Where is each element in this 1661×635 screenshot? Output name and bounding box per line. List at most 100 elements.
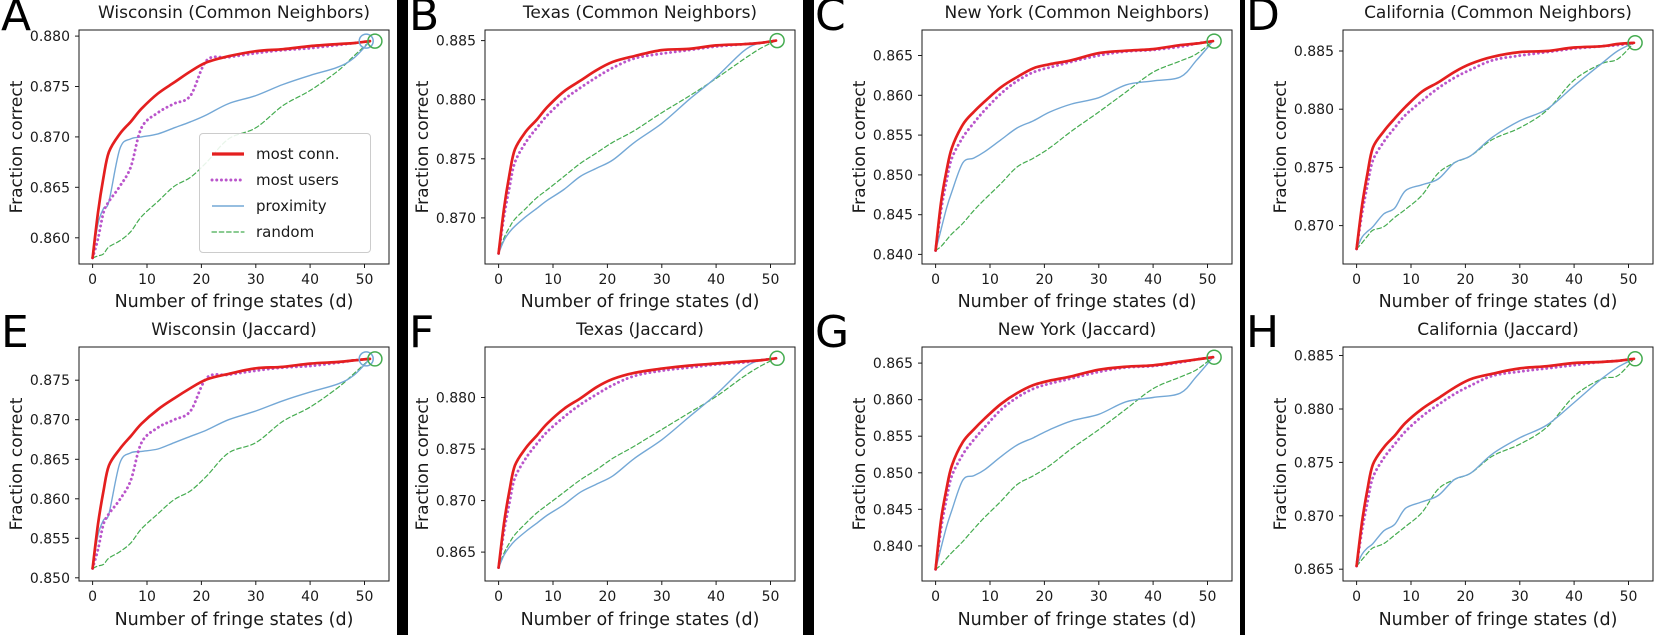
series-most_users-line xyxy=(934,39,1215,252)
panel-e-wisconsin-jaccard: E Wisconsin (Jaccard) Fraction correct 0… xyxy=(0,309,397,635)
panel-letter-b: B xyxy=(409,0,440,41)
x-tick-label: 50 xyxy=(1199,272,1217,288)
y-tick-label: 0.845 xyxy=(873,502,913,518)
x-tick-label: 30 xyxy=(247,589,265,605)
series-random-line xyxy=(498,357,777,569)
x-tick-label: 20 xyxy=(1035,589,1053,605)
x-tick-label: 20 xyxy=(192,272,210,288)
y-tick-label: 0.865 xyxy=(1294,562,1334,578)
y-tick-label: 0.870 xyxy=(30,413,70,429)
x-tick-label: 0 xyxy=(494,272,503,288)
x-tick-label: 30 xyxy=(1090,272,1108,288)
y-tick-label: 0.885 xyxy=(1294,349,1334,365)
divider-bar xyxy=(1240,0,1245,635)
y-tick-label: 0.880 xyxy=(1294,102,1334,118)
series-proximity-line xyxy=(497,39,777,255)
plot-canvas-f: 0 10 20 30 40 50 0.865 0.870 0.875 0.880 xyxy=(436,346,796,605)
y-tick-label: 0.840 xyxy=(873,247,913,263)
plot-canvas-g: 0 10 20 30 40 50 0.840 0.845 0.850 0.855 0.860 0.86… xyxy=(873,346,1233,605)
panel-c-new-york-common-neighbors: C New York (Common Neighbors) Fraction c… xyxy=(814,0,1240,317)
series-proximity-line xyxy=(1355,42,1635,250)
end-marker-random xyxy=(1627,35,1643,51)
plot-title: Texas (Jaccard) xyxy=(576,320,704,340)
x-tick-label: 10 xyxy=(981,589,999,605)
x-tick-label: 30 xyxy=(1090,589,1108,605)
axes-spines xyxy=(921,29,1233,265)
column-new-york: C New York (Common Neighbors) Fraction c… xyxy=(814,0,1240,635)
panel-f-texas-jaccard: F Texas (Jaccard) Fraction correct 0 10 20… xyxy=(408,309,803,635)
x-tick-label: 50 xyxy=(356,589,374,605)
divider-bar xyxy=(397,0,408,635)
series-most_conn-line xyxy=(497,39,778,255)
y-tick-label: 0.885 xyxy=(1294,44,1334,60)
series-most_conn-line xyxy=(91,39,372,260)
x-axis-label: Number of fringe states (d) xyxy=(114,292,354,312)
series-most_users-line xyxy=(1355,357,1636,568)
x-tick-label: 40 xyxy=(1565,272,1583,288)
series-most_conn-line xyxy=(1355,357,1636,568)
legend-item-proximity: proximity xyxy=(210,193,360,219)
series-random-line xyxy=(92,358,371,569)
panel-letter-d: D xyxy=(1246,0,1280,41)
plot-title: Wisconsin (Common Neighbors) xyxy=(97,3,371,23)
plot-canvas-h: 0 10 20 30 40 50 0.865 0.870 0.875 0.880 0.885 xyxy=(1294,346,1654,605)
series-most_users-line xyxy=(91,357,372,570)
x-tick-label: 20 xyxy=(1456,272,1474,288)
y-tick-label: 0.880 xyxy=(30,29,70,45)
series-most_users-line xyxy=(934,355,1215,571)
y-tick-label: 0.855 xyxy=(30,531,70,547)
series-random-line xyxy=(92,40,371,259)
series-most_conn-line xyxy=(934,39,1215,252)
y-tick-label: 0.870 xyxy=(1294,509,1334,525)
x-tick-label: 0 xyxy=(1352,589,1361,605)
plot-canvas-a: 0 10 20 30 40 50 0.860 0.865 0.870 0.875 0.880 xyxy=(30,29,390,288)
panel-h-california-jaccard: H California (Jaccard) Fraction correct … xyxy=(1245,309,1661,635)
x-tick-label: 10 xyxy=(1402,272,1420,288)
end-marker-random xyxy=(1206,349,1222,365)
series-most_conn-line xyxy=(1355,41,1636,251)
panel-b-texas-common-neighbors: B Texas (Common Neighbors) Fraction corr… xyxy=(408,0,803,317)
x-tick-label: 20 xyxy=(598,589,616,605)
y-tick-label: 0.865 xyxy=(436,545,476,561)
x-axis-label: Number of fringe states (d) xyxy=(1378,610,1618,630)
y-tick-label: 0.860 xyxy=(873,88,913,104)
x-tick-label: 40 xyxy=(1144,589,1162,605)
y-tick-label: 0.880 xyxy=(1294,402,1334,418)
panel-letter-g: G xyxy=(815,307,850,358)
x-tick-label: 50 xyxy=(762,589,780,605)
series-most_conn-line xyxy=(934,355,1215,571)
series-most_users-line xyxy=(1355,41,1636,251)
x-axis-label: Number of fringe states (d) xyxy=(520,292,760,312)
plot-title: New York (Jaccard) xyxy=(997,320,1157,340)
x-axis-label: Number of fringe states (d) xyxy=(114,610,354,630)
x-tick-label: 0 xyxy=(88,272,97,288)
x-tick-label: 20 xyxy=(192,589,210,605)
legend-item-random: random xyxy=(210,219,360,245)
x-axis-label: Number of fringe states (d) xyxy=(957,292,1197,312)
end-marker-proximity xyxy=(358,33,374,49)
x-tick-label: 30 xyxy=(247,272,265,288)
y-tick-label: 0.840 xyxy=(873,539,913,555)
plot-title: California (Common Neighbors) xyxy=(1364,3,1632,23)
column-texas: B Texas (Common Neighbors) Fraction corr… xyxy=(408,0,803,635)
panel-a-wisconsin-common-neighbors: A Wisconsin (Common Neighbors) Fraction … xyxy=(0,0,397,317)
series-random-line xyxy=(498,40,777,254)
y-tick-label: 0.875 xyxy=(30,373,70,389)
y-tick-label: 0.865 xyxy=(30,180,70,196)
panel-d-california-common-neighbors: D California (Common Neighbors) Fraction… xyxy=(1245,0,1661,317)
plot-canvas-e: 0 10 20 30 40 50 0.850 0.855 0.860 0.865 0.870 0.87… xyxy=(30,346,390,605)
y-tick-label: 0.875 xyxy=(1294,160,1334,176)
x-axis-label: Number of fringe states (d) xyxy=(1378,292,1618,312)
x-axis-label: Number of fringe states (d) xyxy=(520,610,760,630)
end-marker-random xyxy=(1206,33,1222,49)
series-most_users-line xyxy=(497,39,778,255)
series-most_conn-line xyxy=(91,357,372,570)
divider-bar xyxy=(803,0,814,635)
panel-letter-c: C xyxy=(815,0,846,41)
y-tick-label: 0.875 xyxy=(436,442,476,458)
series-random-line xyxy=(935,40,1214,252)
plot-title: Texas (Common Neighbors) xyxy=(522,3,758,23)
x-tick-label: 50 xyxy=(1620,272,1638,288)
